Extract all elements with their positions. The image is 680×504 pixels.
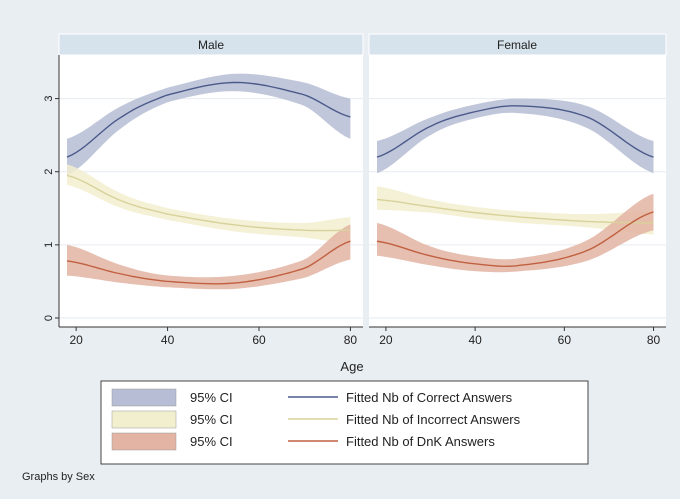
y-tick-label-3: 3 xyxy=(43,96,55,102)
panel-male-title: Male xyxy=(198,38,224,52)
x-tick-label-p1-2: 60 xyxy=(558,333,572,347)
legend-line-label-incorrect: Fitted Nb of Incorrect Answers xyxy=(346,412,521,427)
legend: 95% CI Fitted Nb of Correct Answers 95% CI… xyxy=(111,388,521,451)
plot-layer: 20 40 60 80 0 1 2 3 20 40 60 80 xyxy=(43,55,666,347)
fit-line-incorrect-p0 xyxy=(66,174,351,232)
panel-female-plot-area xyxy=(369,55,666,327)
legend-line-label-correct: Fitted Nb of Correct Answers xyxy=(346,390,513,405)
panel-male-header xyxy=(58,33,364,56)
graphs-by-note: Graphs by Sex xyxy=(22,471,95,483)
fit-line-dnk-p1 xyxy=(376,211,654,268)
ci-band-correct-p1 xyxy=(377,98,654,174)
legend-swatch-ci-dnk xyxy=(111,432,177,451)
x-tick-label-p1-3: 80 xyxy=(647,333,661,347)
legend-ci-label-incorrect: 95% CI xyxy=(190,412,233,427)
ci-band-incorrect-p0 xyxy=(67,164,351,244)
legend-box xyxy=(100,380,589,465)
x-axis-label: Age xyxy=(340,359,363,374)
y-tick-label-0: 0 xyxy=(43,315,55,321)
fit-line-incorrect-p1 xyxy=(376,198,654,224)
ci-band-dnk-p1 xyxy=(377,193,654,273)
fit-line-correct-p1 xyxy=(376,105,654,158)
y-tick-label-2: 2 xyxy=(43,169,55,175)
y-tick-label-1: 1 xyxy=(43,242,55,248)
fit-line-correct-p0 xyxy=(66,81,351,158)
fit-line-dnk-p0 xyxy=(66,240,351,285)
x-tick-label-p0-2: 60 xyxy=(252,333,266,347)
legend-ci-label-correct: 95% CI xyxy=(190,390,233,405)
legend-swatch-ci-incorrect xyxy=(111,410,177,429)
ci-band-correct-p0 xyxy=(67,73,351,176)
ci-band-incorrect-p1 xyxy=(377,186,654,235)
panel-female-title: Female xyxy=(497,38,537,52)
x-tick-label-p0-3: 80 xyxy=(344,333,358,347)
ci-band-dnk-p0 xyxy=(67,224,351,290)
x-tick-label-p1-1: 40 xyxy=(468,333,482,347)
panel-female-header xyxy=(368,33,667,56)
x-tick-label-p0-0: 20 xyxy=(69,333,83,347)
x-tick-label-p0-1: 40 xyxy=(161,333,175,347)
legend-line-label-dnk: Fitted Nb of DnK Answers xyxy=(346,434,495,449)
legend-swatch-ci-correct xyxy=(111,388,177,407)
legend-ci-label-dnk: 95% CI xyxy=(190,434,233,449)
x-tick-label-p1-0: 20 xyxy=(379,333,393,347)
